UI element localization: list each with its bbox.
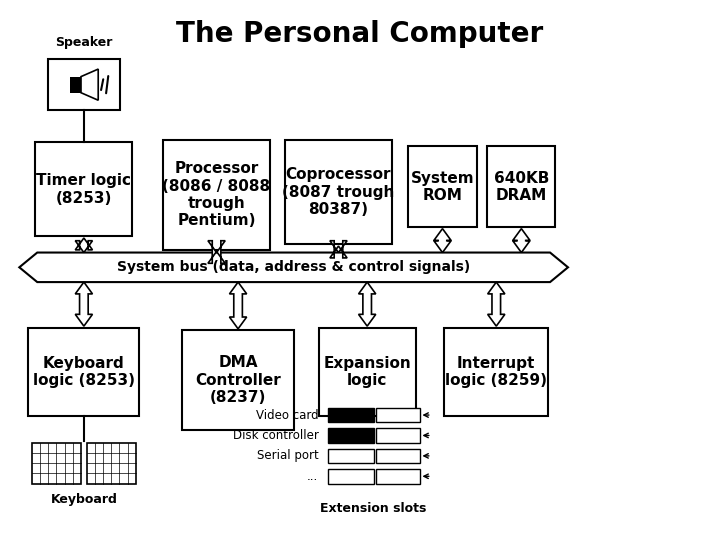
Polygon shape bbox=[487, 282, 505, 326]
Polygon shape bbox=[81, 69, 98, 100]
Bar bbox=[86, 443, 136, 483]
Bar bbox=[408, 146, 477, 227]
Text: Expansion
logic: Expansion logic bbox=[323, 356, 411, 388]
Polygon shape bbox=[330, 241, 347, 258]
Text: Keyboard
logic (8253): Keyboard logic (8253) bbox=[33, 356, 135, 388]
Bar bbox=[328, 408, 374, 422]
Text: Processor
(8086 / 8088
trough
Pentium): Processor (8086 / 8088 trough Pentium) bbox=[163, 161, 271, 228]
Bar bbox=[328, 469, 374, 483]
Bar bbox=[182, 330, 294, 430]
Bar bbox=[328, 449, 374, 463]
Bar bbox=[487, 146, 555, 227]
Bar bbox=[319, 328, 415, 416]
Text: The Personal Computer: The Personal Computer bbox=[176, 20, 544, 48]
Polygon shape bbox=[19, 253, 568, 282]
Text: Timer logic
(8253): Timer logic (8253) bbox=[37, 173, 131, 206]
Text: Extension slots: Extension slots bbox=[320, 502, 427, 515]
Text: Keyboard: Keyboard bbox=[50, 493, 117, 506]
Text: Video card: Video card bbox=[256, 409, 318, 422]
Bar bbox=[377, 469, 420, 483]
Text: DMA
Controller
(8237): DMA Controller (8237) bbox=[195, 355, 281, 405]
Polygon shape bbox=[76, 282, 92, 326]
Text: Serial port: Serial port bbox=[256, 449, 318, 462]
Bar bbox=[32, 443, 81, 483]
Text: Interrupt
logic (8259): Interrupt logic (8259) bbox=[445, 356, 547, 388]
Text: ...: ... bbox=[307, 470, 318, 483]
Bar bbox=[70, 77, 81, 93]
Bar bbox=[377, 428, 420, 443]
Text: Disk controller: Disk controller bbox=[233, 429, 318, 442]
Text: System
ROM: System ROM bbox=[410, 171, 474, 203]
Bar bbox=[328, 428, 374, 443]
Text: System bus (data, address & control signals): System bus (data, address & control sign… bbox=[117, 260, 470, 274]
Bar bbox=[35, 143, 132, 237]
Bar bbox=[444, 328, 548, 416]
Bar bbox=[284, 140, 392, 245]
Bar bbox=[48, 59, 120, 110]
Text: Coprocessor
(8087 trough
80387): Coprocessor (8087 trough 80387) bbox=[282, 167, 395, 217]
Polygon shape bbox=[359, 282, 376, 326]
Polygon shape bbox=[434, 228, 451, 253]
Polygon shape bbox=[208, 241, 225, 264]
Polygon shape bbox=[230, 282, 247, 329]
Bar bbox=[377, 449, 420, 463]
Text: 640KB
DRAM: 640KB DRAM bbox=[494, 171, 549, 203]
Bar bbox=[163, 140, 270, 250]
Polygon shape bbox=[513, 228, 530, 253]
Bar bbox=[377, 408, 420, 422]
Bar bbox=[28, 328, 140, 416]
Text: Speaker: Speaker bbox=[55, 37, 112, 50]
Polygon shape bbox=[76, 238, 92, 253]
